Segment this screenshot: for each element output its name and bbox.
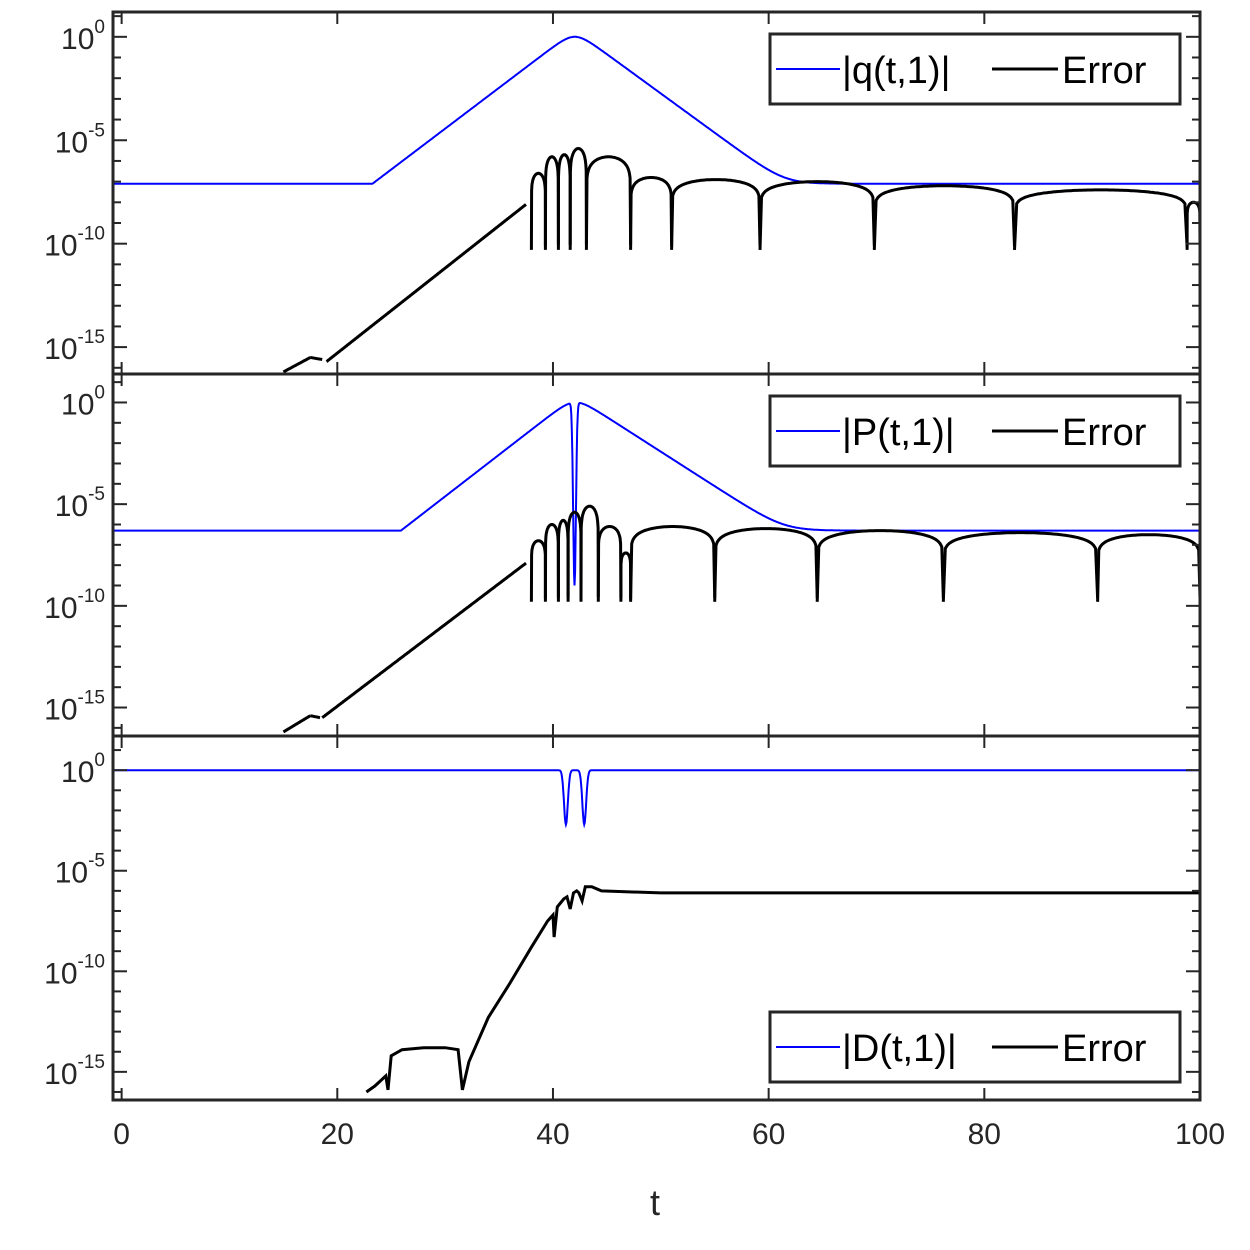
series-1-error-hump-7 (670, 178, 762, 250)
x-tick-label: 0 (113, 1118, 130, 1151)
y-tick-label: 100 (61, 382, 105, 421)
series-2-error-hump-3 (556, 518, 570, 602)
y-tick-label: 10-15 (44, 1052, 105, 1091)
y-tick-label: 10-10 (44, 586, 105, 625)
series-2-error-hump-12 (1096, 533, 1200, 602)
x-tick-label: 100 (1175, 1118, 1225, 1151)
series-2-error-hump-2 (543, 523, 560, 602)
y-tick-label: 10-5 (55, 120, 105, 159)
x-tick-label: 60 (752, 1118, 785, 1151)
legend-label-error: Error (1062, 1028, 1147, 1070)
y-tick-label: 100 (61, 17, 105, 56)
series-3-error-line (365, 885, 1200, 1094)
legend-1: |q(t,1)| Error (768, 32, 1182, 106)
panel-2: 10-15 10-10 10-5 100 |P(t,1)| Error (44, 372, 1202, 738)
series-1-error-hump-6 (629, 176, 674, 250)
series-1-error-hump-10 (1013, 188, 1189, 250)
y-tick-label: 10-10 (44, 951, 105, 990)
series-2-error-segment-1 (282, 714, 312, 734)
series-1-error-hump-9 (872, 184, 1016, 250)
legend-label-error: Error (1062, 50, 1147, 92)
x-tick-label: 20 (321, 1118, 354, 1151)
legend-label-signal: |q(t,1)| (842, 50, 950, 92)
series-2-error-hump-8 (629, 525, 717, 602)
series-2-error-hump-10 (815, 529, 945, 602)
legend-2: |P(t,1)| Error (768, 394, 1182, 468)
series-3-signal-line (113, 769, 1200, 829)
series-1-error-segment-2 (310, 356, 323, 361)
x-axis-label: t (650, 1182, 660, 1223)
series-2-error-hump-9 (713, 527, 819, 602)
legend-3: |D(t,1)| Error (768, 1010, 1182, 1084)
series-1-error-segment-3 (325, 203, 527, 363)
series-1-error-segment-1 (282, 356, 311, 374)
series-1-error-hump-1 (529, 171, 547, 250)
series-2-error-segment-2 (310, 714, 321, 720)
series-2-error-hump-5 (579, 504, 600, 602)
legend-label-error: Error (1062, 412, 1147, 454)
series-2-error-hump-6 (596, 525, 623, 602)
axes-box-3 (111, 734, 1202, 1102)
x-tick-label: 40 (536, 1118, 569, 1151)
x-tick-label: 80 (968, 1118, 1001, 1151)
legend-label-signal: |P(t,1)| (842, 412, 955, 454)
y-tick-label: 10-15 (44, 327, 105, 366)
series-2-error-hump-7 (619, 551, 633, 602)
series-1-error-hump-4 (568, 147, 588, 250)
plot-area-3 (113, 769, 1200, 1094)
panel-3: 10-15 10-10 10-5 100 0 20 40 60 80 100 |D(t,1)| Err… (44, 734, 1225, 1151)
y-tick-label: 10-10 (44, 224, 105, 263)
series-2-error-segment-3 (321, 561, 527, 719)
series-1-error-hump-5 (584, 155, 633, 250)
panel-1: 10-15 10-10 10-5 100 |q(t,1)| Error (44, 10, 1202, 376)
series-1-error-hump-8 (758, 180, 876, 250)
series-1-signal-line (113, 35, 1200, 185)
series-2-error-hump-11 (941, 531, 1100, 602)
y-tick-label: 100 (61, 750, 105, 789)
plot-area-2 (113, 401, 1200, 734)
y-tick-label: 10-5 (55, 484, 105, 523)
panels: 10-15 10-10 10-5 100 |q(t,1)| Error 10-15 10-10… (44, 10, 1225, 1151)
legend-label-signal: |D(t,1)| (842, 1028, 957, 1070)
y-tick-label: 10-5 (55, 851, 105, 890)
y-tick-label: 10-15 (44, 688, 105, 727)
series-2-error-hump-1 (529, 539, 547, 602)
series-1-error-hump-2 (543, 155, 560, 250)
series-2-signal-line (113, 401, 1200, 586)
series-2-error-hump-4 (566, 510, 583, 602)
series-1-error-hump-3 (556, 153, 572, 250)
